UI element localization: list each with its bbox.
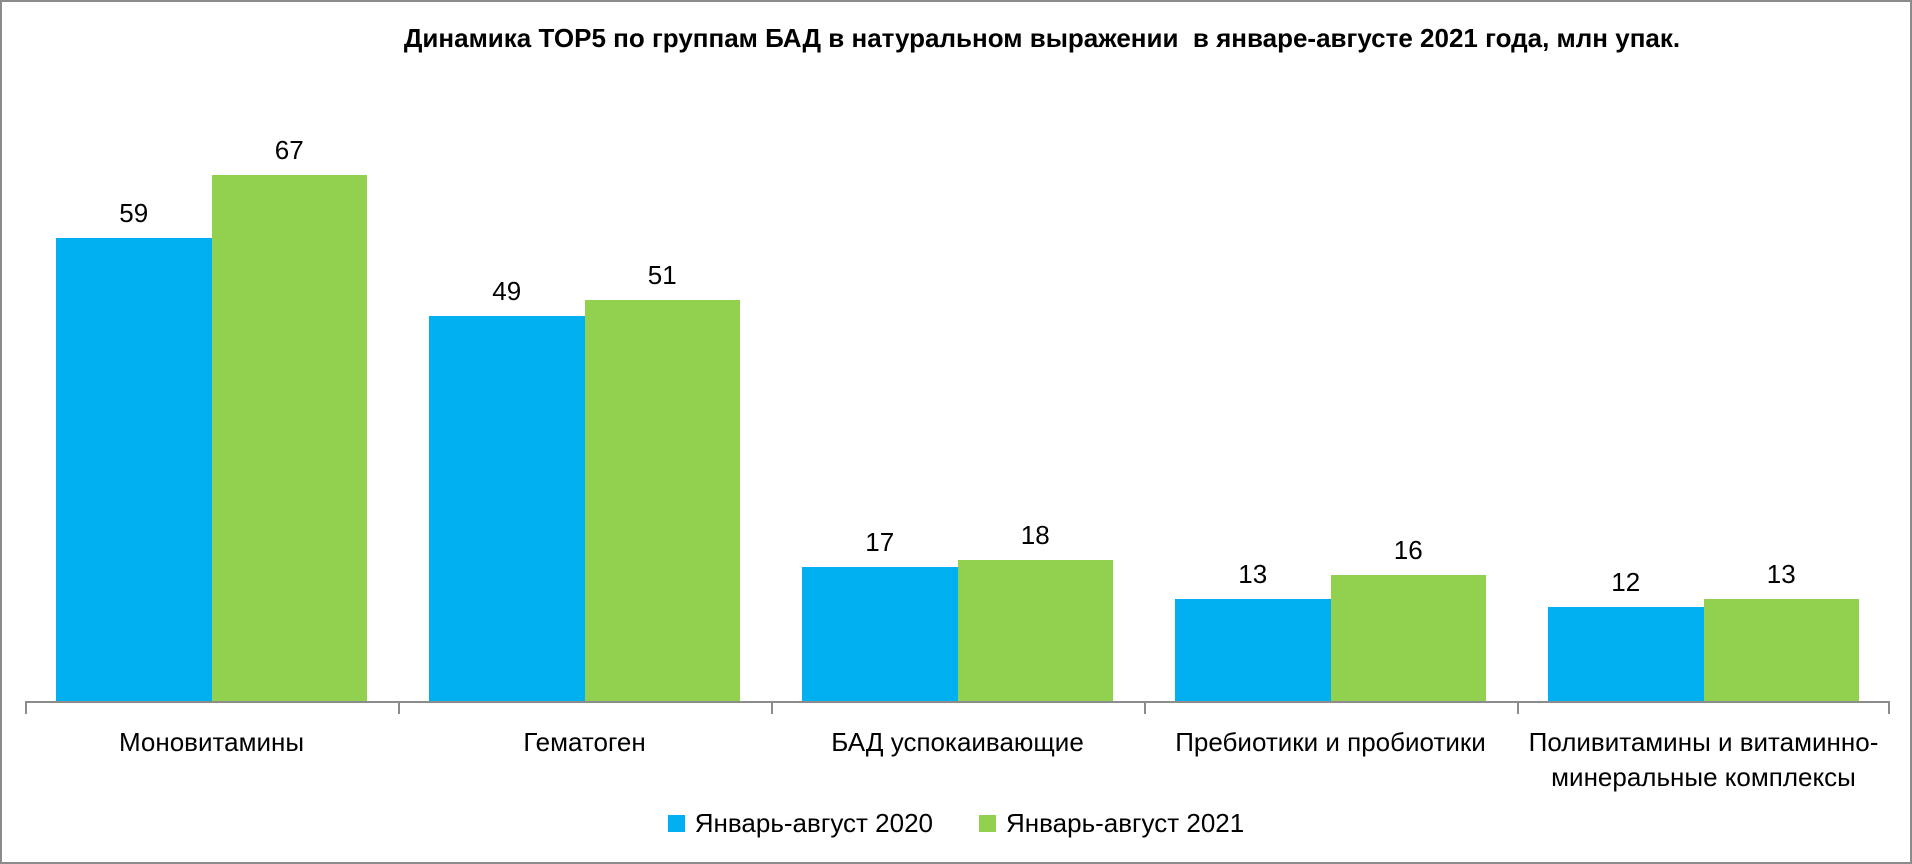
legend-swatch-2021-icon (979, 815, 996, 832)
x-axis-tick (1888, 703, 1890, 714)
x-axis-line (25, 701, 1890, 703)
bar-value-label: 18 (1020, 520, 1050, 550)
bar-2020-cat1 (56, 238, 212, 701)
bar-value-label: 17 (865, 527, 895, 557)
category-label: Поливитамины и витаминно-минеральные ком… (1528, 727, 1879, 792)
x-axis-tick (1144, 703, 1146, 714)
category-label: Пребиотики и пробиотики (1175, 727, 1486, 757)
chart-title: Динамика TOP5 по группам БАД в натуральн… (403, 23, 1681, 53)
category-label: Гематоген (523, 727, 646, 757)
bar-2020-cat2 (429, 316, 585, 701)
bar-value-label: 67 (274, 135, 304, 165)
legend-label-2021: Январь-август 2021 (1006, 808, 1245, 838)
legend-label-2020: Январь-август 2020 (694, 808, 933, 838)
bar-2020-cat4 (1175, 599, 1331, 701)
bar-2021-cat2 (584, 300, 740, 701)
bar-value-label: 49 (492, 276, 522, 306)
legend-item-2021: Январь-август 2021 (979, 808, 1244, 839)
bar-value-label: 51 (647, 260, 677, 290)
x-axis-tick (398, 703, 400, 714)
bar-2021-cat4 (1330, 575, 1486, 701)
legend: Январь-август 2020 Январь-август 2021 (2, 808, 1910, 839)
category-label: Моновитамины (118, 727, 305, 757)
legend-item-2020: Январь-август 2020 (667, 808, 933, 839)
bar-2021-cat5 (1703, 599, 1859, 701)
x-axis-tick (771, 703, 773, 714)
bar-2021-cat3 (957, 560, 1113, 701)
bar-value-label: 13 (1238, 559, 1268, 589)
bar-2021-cat1 (211, 175, 367, 701)
bar-value-label: 13 (1766, 559, 1796, 589)
bar-value-label: 59 (119, 198, 149, 228)
legend-swatch-2020-icon (667, 815, 685, 832)
category-label: БАД успокаивающие (831, 727, 1084, 757)
bar-2020-cat5 (1548, 607, 1704, 701)
plot-area: Моновитамины 59 67 Гематоген 49 51 БАД успокаи… (25, 2, 1890, 792)
x-axis-tick (1517, 703, 1519, 714)
bar-2020-cat3 (802, 567, 958, 701)
bar-value-label: 12 (1611, 567, 1641, 597)
bar-value-label: 16 (1393, 535, 1423, 565)
x-axis-tick (25, 703, 27, 714)
